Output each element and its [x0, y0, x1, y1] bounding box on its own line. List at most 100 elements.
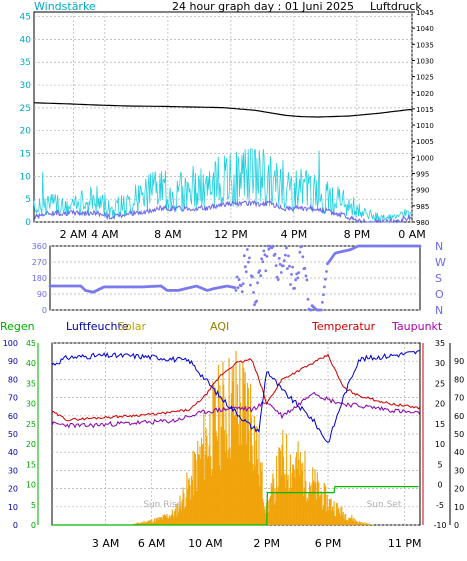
graph-title: 24 hour graph day : 01 Juni 2025	[172, 0, 354, 13]
y-right-tick-label: 1000	[416, 154, 434, 162]
pressure-line	[34, 102, 412, 118]
wind-gust-line	[33, 148, 413, 222]
temp-tick-label: 20	[435, 400, 445, 409]
y-right-tick-label: 1040	[416, 25, 434, 33]
wind-direction-point	[234, 289, 238, 292]
temperatur-label: Temperatur	[311, 320, 376, 333]
wind-direction-point	[306, 297, 310, 301]
y-right-tick-label: 1005	[416, 138, 434, 146]
solar-tick-label: 80	[454, 375, 464, 384]
y-tick-label: 5	[25, 195, 31, 205]
wind-direction-point	[236, 286, 240, 289]
temp-tick-label: -5	[436, 501, 444, 510]
x-tick-label: 8 AM	[154, 228, 182, 241]
wind-direction-point	[279, 271, 283, 274]
sun-set-label: Sun Set	[367, 500, 402, 510]
y-right-tick-label: 985	[416, 203, 429, 211]
temp-tick-label: 35	[435, 339, 445, 348]
wind-direction-point	[260, 257, 264, 261]
wind-direction-point	[286, 267, 289, 270]
wind-direction-point	[303, 267, 307, 270]
regen-label: Regen	[0, 320, 35, 333]
humidity-tick-label: 100	[3, 339, 18, 348]
rain-tick-label: 35	[26, 379, 36, 388]
wind-direction-point	[288, 264, 291, 268]
solar-tick-label: 40	[454, 448, 464, 457]
y-tick-label: 180	[32, 274, 47, 283]
solar-tick-label: 70	[454, 394, 464, 403]
wind-direction-point	[233, 286, 237, 290]
wind-direction-point	[242, 254, 246, 258]
wind-direction-point	[275, 275, 279, 279]
y-right-tick-label: 995	[416, 171, 429, 179]
wind-direction-point	[287, 254, 290, 258]
wind-direction-point	[278, 262, 282, 266]
y-tick-label: 90	[37, 290, 47, 299]
sun-rise-label: Sun Rise	[143, 500, 182, 510]
rain-tick-label: 10	[26, 481, 36, 490]
temp-tick-label: 0	[437, 481, 442, 490]
temperature-line	[51, 353, 421, 422]
y-tick-label: 30	[20, 81, 32, 91]
wind-pressure-chart: 2 AM 4 AM 8 AM 12 PM 4 PM 8 PM 0 AM05101520253…	[20, 9, 434, 241]
wind-direction-point	[322, 293, 325, 296]
temp-humidity-chart: 3 AM 6 AM 10 AM 2 PM 6 PM 11 PM01020304050607…	[3, 339, 464, 550]
humidity-tick-label: 80	[8, 375, 18, 384]
wind-direction-point	[295, 272, 299, 276]
x-tick-label: 6 PM	[315, 537, 342, 550]
wind-direction-point	[281, 264, 285, 268]
wind-direction-point	[267, 247, 271, 251]
luftfeuchte-label: Luftfeuchte	[66, 320, 129, 333]
wind-direction-point	[301, 255, 305, 259]
rain-tick-label: 30	[26, 400, 36, 409]
y-tick-label: 10	[20, 172, 32, 182]
wind-direction-point	[259, 274, 263, 278]
direction-label: N	[435, 240, 443, 253]
wind-direction-point	[277, 257, 281, 260]
solar-tick-label: 30	[454, 466, 464, 475]
humidity-tick-label: 0	[13, 521, 18, 530]
wind-direction-point	[324, 277, 327, 281]
wind-direction-point	[265, 255, 269, 258]
wind-direction-point	[237, 278, 241, 281]
wind-direction-point	[245, 248, 249, 251]
rain-tick-label: 45	[26, 339, 36, 348]
y-tick-label: 45	[20, 13, 31, 23]
solar-tick-label: 10	[454, 503, 464, 512]
wind-direction-point	[276, 278, 280, 281]
temp-tick-label: 10	[435, 440, 445, 449]
y-tick-label: 0	[25, 218, 31, 228]
wind-direction-point	[298, 250, 302, 254]
y-right-tick-label: 1030	[416, 57, 434, 65]
direction-label: N	[435, 304, 443, 317]
direction-label: O	[435, 288, 444, 301]
x-tick-label: 0 AM	[398, 228, 426, 241]
wind-direction-point	[243, 265, 247, 269]
x-tick-label: 6 AM	[138, 537, 166, 550]
wind-direction-point	[289, 283, 292, 286]
y-right-tick-label: 980	[416, 219, 429, 227]
wind-direction-point	[244, 270, 248, 274]
humidity-tick-label: 30	[8, 466, 18, 475]
y-right-tick-label: 990	[416, 187, 429, 195]
x-tick-label: 8 PM	[344, 228, 371, 241]
humidity-tick-label: 90	[8, 357, 18, 366]
x-tick-label: 2 PM	[253, 537, 280, 550]
temp-tick-label: 15	[435, 420, 445, 429]
wind-direction-point	[418, 244, 422, 248]
y-tick-label: 25	[20, 104, 31, 114]
wind-direction-point	[296, 276, 300, 280]
taupunkt-label: Taupunkt	[391, 320, 443, 333]
rain-tick-label: 15	[26, 460, 36, 469]
y-tick-label: 15	[20, 150, 31, 160]
wind-direction-point	[300, 244, 304, 248]
solar-tick-label: 60	[454, 412, 464, 421]
temp-tick-label: 30	[435, 359, 445, 368]
windstarke-label: Windstärke	[34, 0, 96, 13]
wind-direction-point	[284, 253, 287, 257]
y-tick-label: 35	[20, 58, 31, 68]
solar-tick-label: 90	[454, 357, 464, 366]
rain-tick-label: 25	[26, 420, 36, 429]
